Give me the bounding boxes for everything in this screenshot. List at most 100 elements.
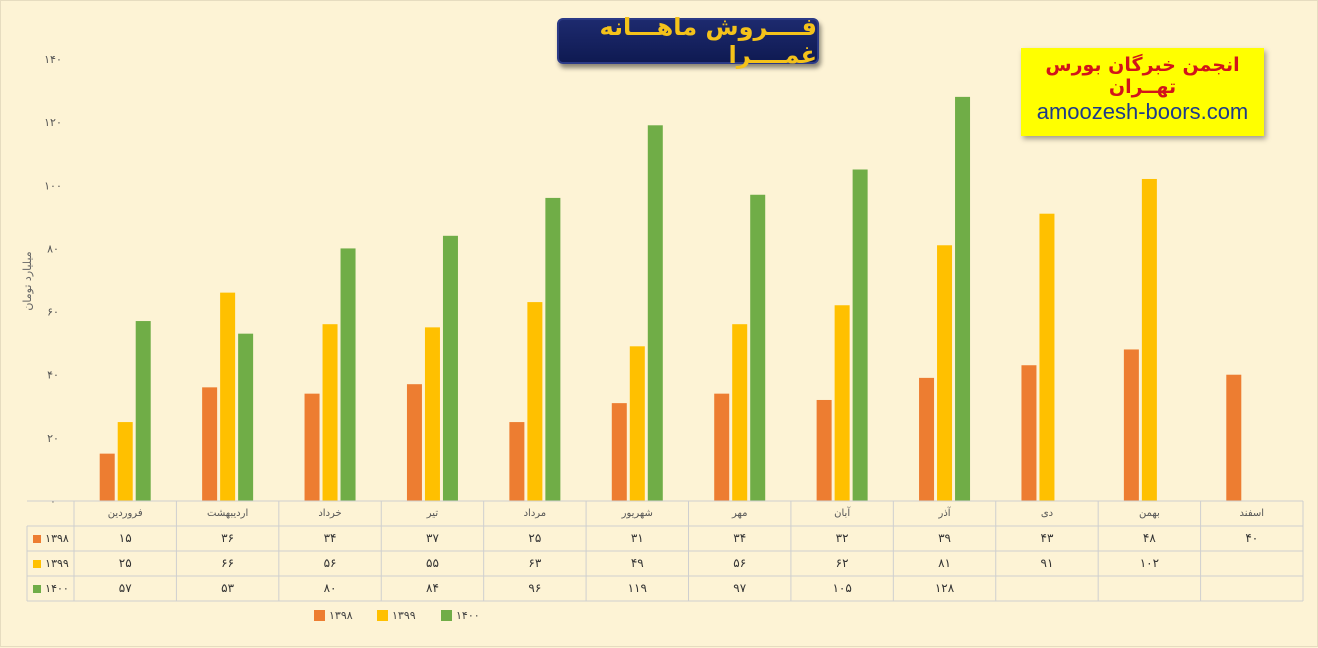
category-label: خرداد [318,508,341,519]
data-value-label: ۶۲ [836,556,849,570]
bar-1-8 [816,399,832,501]
bar-3-4 [442,235,458,502]
bar-1-2 [202,387,218,501]
bar-3-9 [955,96,971,501]
bar-1-9 [919,377,935,501]
legend-label: ۱۳۹۸ [329,609,353,622]
data-value-label: ۶۳ [528,556,541,570]
category-label: مهر [731,508,747,519]
category-label: تیر [426,508,439,519]
bar-2-8 [834,305,850,501]
y-tick-label: ۲۰ [47,432,59,445]
legend-swatch [314,610,325,621]
bar-1-6 [611,403,627,501]
category-label: آذر [938,506,952,519]
y-tick-label: ۶۰ [47,306,59,319]
bar-3-2 [238,333,254,501]
bar-3-1 [135,321,151,501]
bar-2-7 [732,324,748,501]
bar-1-11 [1123,349,1139,501]
category-label: اردیبهشت [207,508,248,519]
category-label: شهریور [621,508,653,519]
data-value-label: ۱۵ [119,531,132,545]
data-value-label: ۱۲۸ [935,581,955,595]
data-value-label: ۲۵ [528,531,541,545]
data-value-label: ۳۶ [221,531,234,545]
data-value-label: ۵۷ [119,581,132,595]
data-value-label: ۳۷ [426,531,439,545]
data-value-label: ۴۸ [1143,531,1156,545]
category-label: مرداد [524,508,547,519]
data-value-label: ۲۵ [119,556,132,570]
bar-1-10 [1021,365,1037,501]
data-value-label: ۳۱ [631,531,644,545]
data-value-label: ۹۷ [733,581,746,595]
data-value-label: ۵۳ [221,581,234,595]
data-value-label: ۴۰ [1245,531,1258,545]
bar-2-1 [117,422,133,501]
bar-1-1 [99,453,115,501]
bar-2-3 [322,324,338,501]
legend-label: ۱۳۹۹ [392,609,416,622]
bar-2-5 [527,302,543,501]
data-value-label: ۱۱۹ [628,581,647,595]
table-legend-key [33,535,41,543]
y-tick-label: ۱۲۰ [44,116,62,129]
data-value-label: ۵۶ [324,556,337,570]
bar-3-6 [647,125,663,502]
table-series-name: ۱۳۹۸ [45,532,69,545]
data-value-label: ۱۰۲ [1140,556,1159,570]
legend-label: ۱۴۰۰ [456,609,480,622]
bar-3-7 [750,194,766,501]
data-value-label: ۳۴ [324,531,337,545]
table-legend-key [33,585,41,593]
category-label: فروردین [108,508,143,519]
data-value-label: ۹۱ [1041,556,1054,570]
data-value-label: ۸۴ [426,581,439,595]
data-value-label: ۳۹ [938,531,951,545]
bar-2-9 [937,245,953,501]
category-label: بهمن [1139,508,1160,519]
y-tick-label: ۱۰۰ [44,179,62,192]
data-value-label: ۳۴ [733,531,746,545]
bar-1-12 [1226,374,1242,501]
bar-3-5 [545,197,561,501]
table-series-name: ۱۳۹۹ [45,557,69,570]
y-axis-title: میلیارد تومان [21,251,34,310]
data-value-label: ۹۶ [528,581,541,595]
bar-2-10 [1039,213,1055,501]
bar-1-4 [406,384,422,501]
bar-2-6 [629,346,645,501]
legend-swatch [377,610,388,621]
data-value-label: ۴۳ [1041,531,1054,545]
data-value-label: ۳۲ [836,531,849,545]
bar-3-3 [340,248,356,501]
category-label: دی [1041,508,1053,519]
table-series-name: ۱۴۰۰ [45,582,69,595]
brand-name: انجمن خبرگان بورس تهــران [1045,54,1240,98]
bar-1-7 [714,393,730,501]
bar-2-2 [220,292,236,501]
bar-1-3 [304,393,320,501]
data-value-label: ۶۶ [221,556,234,570]
y-tick-label: ۱۴۰ [44,53,62,66]
brand-url[interactable]: amoozesh-boors.com [1036,99,1249,124]
bar-2-11 [1141,178,1157,501]
data-value-label: ۵۶ [733,556,746,570]
brand-box: انجمن خبرگان بورس تهــران amoozesh-boors… [1021,48,1264,136]
bar-3-8 [852,169,868,501]
legend-swatch [441,610,452,621]
data-value-label: ۸۰ [324,581,337,595]
bar-1-5 [509,422,525,501]
data-value-label: ۸۱ [938,556,951,570]
data-value-label: ۴۹ [631,556,644,570]
table-legend-key [33,560,41,568]
y-tick-label: ۸۰ [47,242,59,255]
bar-2-4 [424,327,440,501]
data-value-label: ۵۵ [426,556,439,570]
category-label: اسفند [1240,508,1264,519]
data-value-label: ۱۰۵ [832,581,851,595]
category-label: آبان [834,506,851,519]
